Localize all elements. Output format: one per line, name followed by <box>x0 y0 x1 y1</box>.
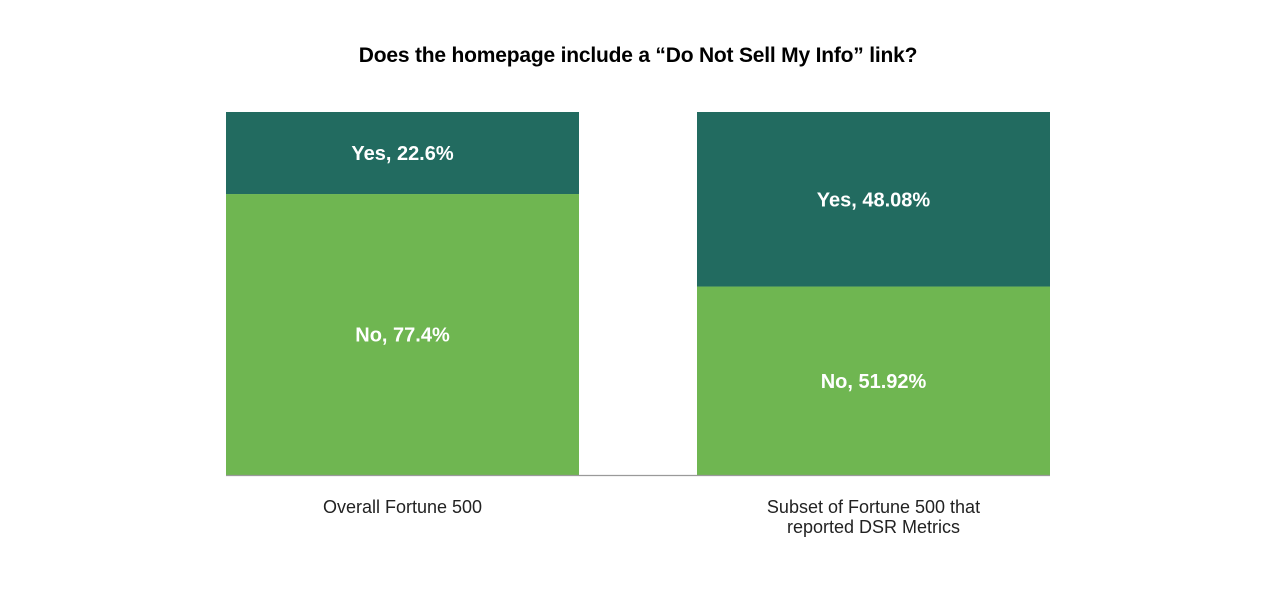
bar-segment-no-1 <box>226 194 579 475</box>
bar-segment-yes-1 <box>226 112 579 195</box>
category-label-2-line-2: reported DSR Metrics <box>787 517 960 537</box>
data-label-no-2: No, 51.92% <box>821 371 927 393</box>
data-label-yes-2: Yes, 48.08% <box>817 189 931 211</box>
bar-segment-yes-2 <box>697 112 1050 287</box>
category-label-1-line-1: Overall Fortune 500 <box>323 497 482 517</box>
data-label-no-1: No, 77.4% <box>355 325 450 347</box>
category-label-2-line-1: Subset of Fortune 500 that <box>767 497 980 517</box>
chart-title: Does the homepage include a “Do Not Sell… <box>358 44 918 67</box>
bar-segment-no-2 <box>697 286 1050 475</box>
data-label-yes-1: Yes, 22.6% <box>351 143 454 165</box>
